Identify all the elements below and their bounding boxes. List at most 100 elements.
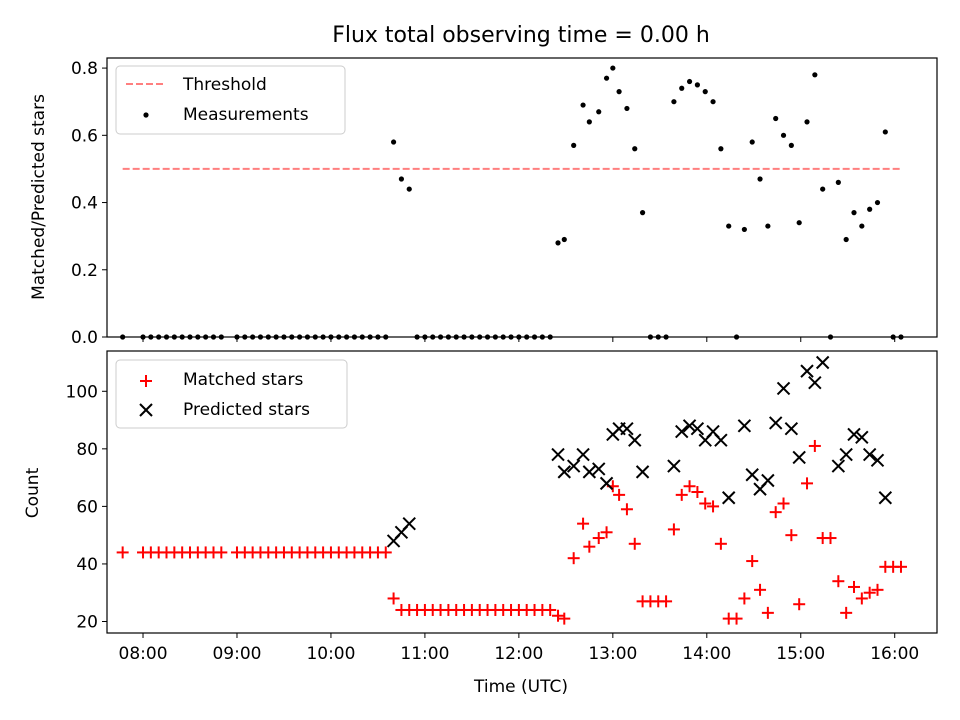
x-tick-label: 13:00 — [588, 644, 637, 664]
predicted-star-point — [682, 419, 697, 433]
measurement-point — [632, 146, 638, 152]
predicted-star-point — [714, 433, 728, 447]
predicted-star-stroke — [592, 462, 606, 476]
matched-star-point — [215, 546, 228, 559]
measurement-point — [580, 102, 586, 108]
bottom-chart-marks — [116, 355, 907, 625]
measurement-point — [596, 109, 602, 115]
predicted-star-point — [628, 433, 642, 447]
bottom-chart: 20 40 60 80 100 08:00 09:00 10:00 11:00 12:00 13:… — [23, 350, 938, 697]
matched-star-point — [558, 612, 571, 625]
matched-star-point — [660, 595, 673, 608]
x-tick-label: 15:00 — [776, 644, 825, 664]
measurement-point — [603, 75, 610, 81]
top-legend-box — [115, 65, 346, 135]
measurement-point — [835, 179, 841, 185]
matched-star-point — [567, 552, 580, 565]
predicted-star-point — [722, 491, 736, 505]
matched-star-point — [552, 609, 565, 622]
predicted-star-stroke — [831, 459, 846, 473]
matched-star-point — [683, 480, 696, 493]
measurement-point — [867, 206, 873, 212]
predicted-star-point — [808, 375, 822, 390]
predicted-star-stroke — [566, 459, 581, 473]
predicted-star-stroke — [839, 447, 853, 462]
measurement-point — [749, 139, 755, 145]
predicted-star-stroke — [582, 465, 597, 479]
measurement-point — [741, 226, 747, 233]
bottom-chart-frame — [106, 350, 938, 634]
predicted-star-point — [878, 491, 893, 505]
x-tick-label: 12:00 — [494, 644, 543, 664]
predicted-star-point — [402, 516, 416, 531]
top-chart-y-label: Matched/Predicted stars — [29, 94, 49, 300]
measurements-legend-swatch — [143, 112, 149, 118]
matched-star-point — [746, 555, 759, 568]
predicted-star-stroke — [667, 459, 681, 473]
measurement-point — [780, 132, 787, 138]
measurement-point — [610, 65, 616, 71]
predicted-star-point — [831, 459, 846, 473]
matched-star-point — [714, 537, 727, 550]
predicted-star-stroke — [784, 421, 799, 436]
matched-star-point — [544, 603, 557, 616]
bottom-legend-label: Matched stars — [183, 370, 303, 390]
x-tick-label: 09:00 — [212, 644, 261, 664]
matched-star-point — [840, 606, 853, 619]
matched-stars-legend-swatch — [140, 375, 152, 387]
matched-star-point — [600, 526, 613, 539]
matched-star-point — [699, 497, 712, 510]
predicted-star-stroke — [690, 421, 705, 436]
matched-star-point — [801, 477, 814, 490]
matched-star-point — [707, 500, 720, 513]
matched-star-point — [769, 506, 782, 519]
bottom-chart-y-label: Count — [23, 467, 43, 518]
predicted-star-point — [847, 427, 861, 442]
measurement-point — [874, 199, 881, 206]
top-legend-label: Threshold — [182, 75, 267, 95]
predicted-star-stroke — [620, 421, 634, 436]
predicted-star-stroke — [878, 491, 893, 505]
measurement-point — [804, 119, 810, 125]
y-tick-label: 0.6 — [71, 126, 98, 146]
predicted-star-point — [870, 453, 885, 468]
measurement-point — [859, 223, 865, 229]
top-chart-frame — [106, 57, 938, 338]
x-tick-label: 10:00 — [306, 644, 355, 664]
predicted-star-stroke — [706, 424, 720, 439]
matched-star-point — [691, 486, 704, 498]
measurement-point — [882, 129, 888, 135]
measurement-point — [757, 176, 763, 182]
top-chart-y-axis: 0.0 0.2 0.4 0.6 0.8 — [71, 59, 107, 348]
predicted-star-stroke — [599, 476, 614, 491]
measurement-point — [796, 220, 802, 226]
matched-star-point — [620, 503, 633, 516]
predicted-star-point — [566, 459, 581, 473]
predicted-star-point — [768, 416, 783, 430]
matched-star-point — [387, 592, 400, 605]
top-chart-legend: Threshold Measurements — [115, 65, 346, 135]
predicted-star-stroke — [808, 375, 822, 390]
matched-star-point — [808, 439, 821, 452]
predicted-star-stroke — [557, 465, 571, 479]
predicted-star-stroke — [714, 433, 728, 447]
measurement-point — [390, 139, 397, 145]
matched-star-point — [832, 575, 845, 588]
measurement-point — [718, 146, 724, 152]
measurement-point — [702, 89, 708, 95]
measurement-point — [726, 223, 732, 229]
matched-star-point — [667, 523, 680, 536]
measurement-point — [765, 223, 771, 229]
predicted-star-point — [551, 447, 565, 462]
y-tick-label: 0.8 — [71, 59, 98, 79]
measurement-point — [710, 99, 716, 105]
y-tick-label: 0.4 — [71, 194, 98, 214]
predicted-star-stroke — [737, 419, 752, 433]
x-tick-label: 16:00 — [870, 644, 919, 664]
matched-star-point — [777, 497, 790, 510]
predicted-star-stroke — [745, 468, 759, 482]
predicted-star-point — [761, 473, 775, 488]
bottom-chart-y-axis: 20 40 60 80 100 — [66, 382, 107, 632]
matched-star-point — [793, 598, 806, 611]
